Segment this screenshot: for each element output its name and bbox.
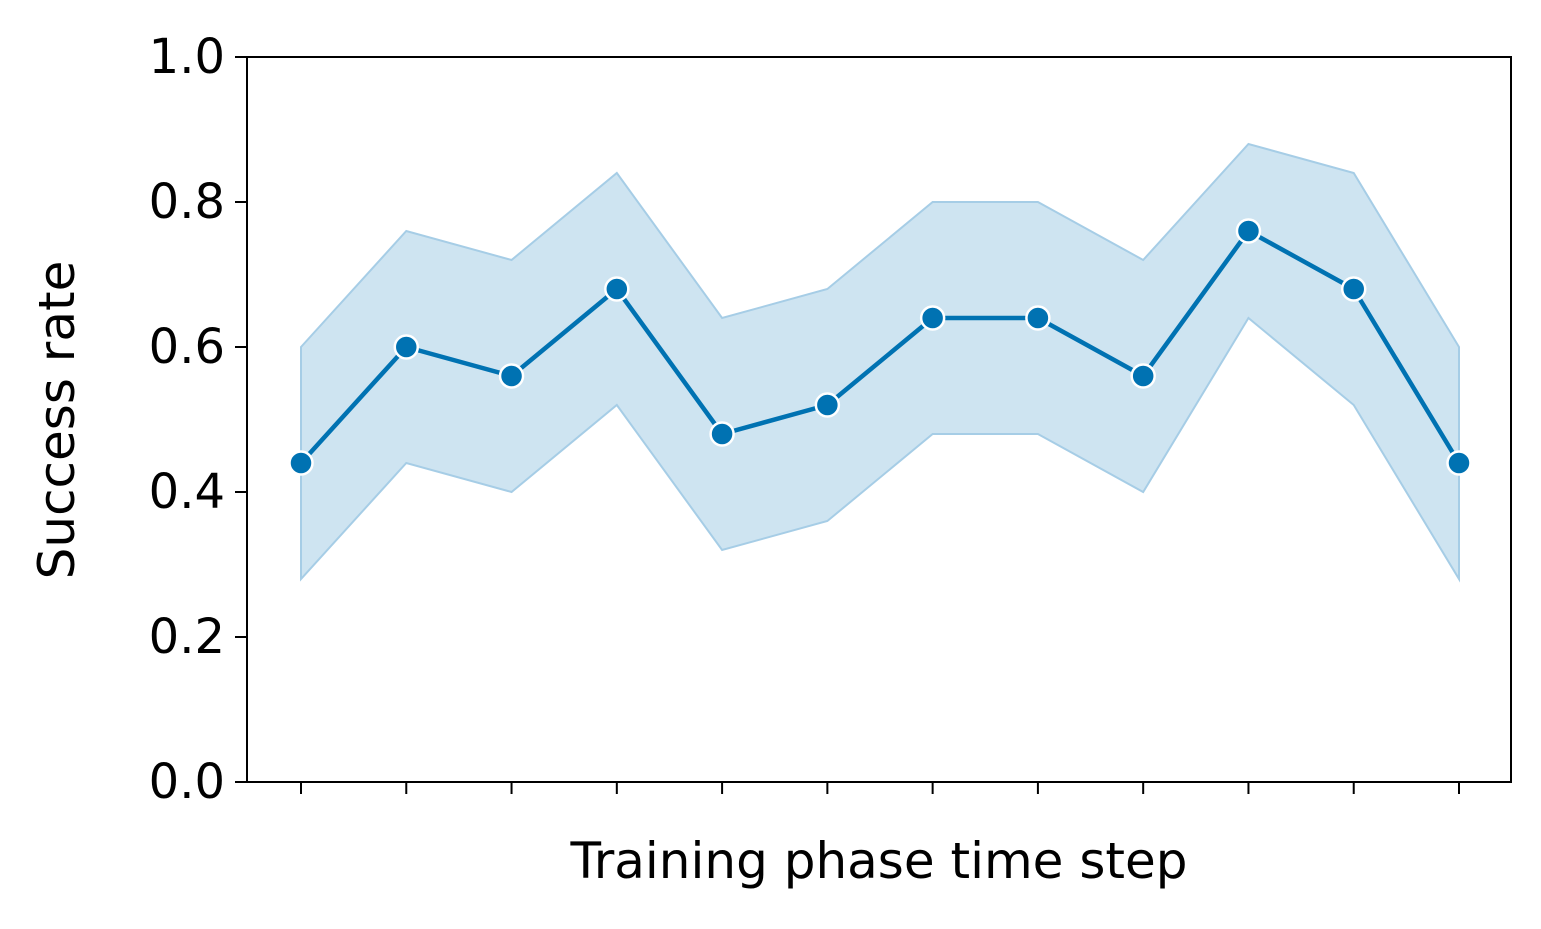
plot-frame [246,56,1512,783]
data-point-12 [1446,450,1472,476]
data-point-3 [498,363,525,389]
x-axis-label: Training phase time step [570,832,1188,890]
y-tick-label: 1.0 [149,29,225,85]
data-point-5 [709,421,735,447]
y-tick-label: 0.2 [149,609,225,665]
data-point-11 [1340,276,1367,302]
y-tick-label: 0.6 [149,319,225,375]
x-axis-ticks [300,782,1460,794]
data-point-2 [393,334,420,360]
y-axis-ticks: 0.0 0.2 0.4 0.6 0.8 1.0 [149,29,247,810]
data-point-1 [288,450,314,476]
data-point-10 [1235,218,1262,244]
data-point-4 [604,276,630,302]
y-tick-label: 0.0 [149,754,225,810]
data-point-7 [919,305,946,331]
data-point-6 [814,392,841,418]
y-tick-label: 0.4 [149,464,225,520]
series-line [299,228,1461,465]
data-point-8 [1025,305,1051,331]
data-point-9 [1130,363,1156,389]
data-point-layer [288,218,1472,476]
y-tick-label: 0.8 [149,174,225,230]
series-line-layer [299,228,1461,465]
y-axis-label: Success rate [28,261,86,580]
